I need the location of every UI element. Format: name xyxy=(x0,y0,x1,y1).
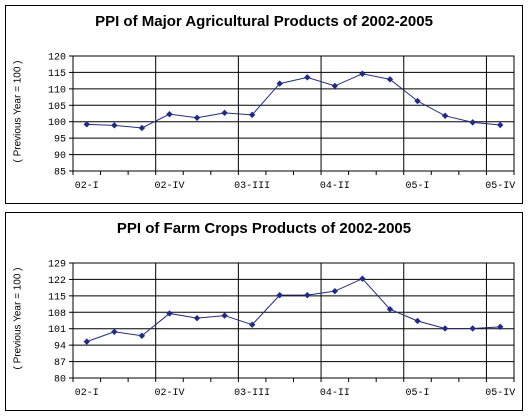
chart-title: PPI of Farm Crops Products of 2002-2005 xyxy=(116,220,412,237)
data-point xyxy=(166,310,173,317)
y-tick-label: 80 xyxy=(54,375,66,386)
data-point xyxy=(221,109,228,117)
chart-title: PPI of Major Agricultural Products of 20… xyxy=(95,13,433,30)
data-point xyxy=(276,80,283,87)
chart-panel-major-agricultural: PPI of Major Agricultural Products of 20… xyxy=(5,5,523,204)
y-tick-label: 110 xyxy=(48,85,66,96)
data-point xyxy=(83,121,90,128)
data-point xyxy=(138,124,146,132)
data-point xyxy=(497,121,504,129)
y-tick-label: 101 xyxy=(48,325,66,336)
y-tick-label: 94 xyxy=(54,342,66,353)
data-point xyxy=(414,317,421,325)
data-point xyxy=(276,291,283,299)
x-tick-label: 05-I xyxy=(406,388,430,399)
data-point xyxy=(441,112,449,119)
data-point xyxy=(386,306,394,313)
data-point xyxy=(248,321,256,328)
data-point xyxy=(111,122,118,129)
data-point xyxy=(193,314,201,322)
data-point xyxy=(441,325,449,332)
data-point xyxy=(469,325,476,332)
y-tick-label: 95 xyxy=(54,135,66,146)
plot-area xyxy=(72,55,515,172)
y-tick-label: 87 xyxy=(54,358,66,369)
data-point xyxy=(497,323,504,331)
chart-panel-farm-crops: PPI of Farm Crops Products of 2002-2005 … xyxy=(5,212,523,411)
y-tick-label: 129 xyxy=(48,260,66,271)
data-point xyxy=(331,82,339,90)
data-point xyxy=(138,332,146,339)
series-line xyxy=(86,73,501,129)
x-tick-label: 02-IV xyxy=(154,388,184,399)
y-tick-label: 90 xyxy=(54,151,66,162)
data-point xyxy=(166,110,173,118)
data-point xyxy=(221,312,228,319)
y-tick-label: 115 xyxy=(48,69,66,80)
data-point xyxy=(83,338,90,345)
data-point xyxy=(193,114,201,121)
data-point xyxy=(111,328,118,335)
y-tick-label: 85 xyxy=(54,168,66,179)
x-tick-label: 02-I xyxy=(75,388,99,399)
line-chart-farm-crops: 80 87 94 101 108 115 122 129 02-I 02-IV 03-III 04-I… xyxy=(48,260,515,400)
line-chart-major-agricultural: 85 90 95 100 105 110 115 120 02-I 02-IV 03-III 04-I… xyxy=(48,53,515,193)
data-point xyxy=(469,119,476,126)
data-point xyxy=(386,76,394,83)
data-point xyxy=(248,111,256,119)
y-tick-label: 100 xyxy=(48,118,66,129)
x-tick-label: 04-II xyxy=(320,388,350,399)
data-point xyxy=(359,70,366,77)
plot-area xyxy=(72,262,515,379)
y-tick-label: 108 xyxy=(48,309,66,320)
x-tick-label: 02-I xyxy=(75,181,99,192)
x-tick-label: 05-IV xyxy=(485,388,515,399)
y-tick-label: 122 xyxy=(48,276,66,287)
x-tick-label: 02-IV xyxy=(154,181,184,192)
y-tick-label: 105 xyxy=(48,102,66,113)
data-point xyxy=(304,74,311,81)
data-point xyxy=(304,291,311,299)
data-point xyxy=(414,97,421,105)
x-tick-label: 03-III xyxy=(234,388,270,399)
y-tick-label: 115 xyxy=(48,292,66,303)
data-point xyxy=(331,287,339,295)
x-tick-label: 05-IV xyxy=(485,181,515,192)
x-tick-label: 05-I xyxy=(406,181,430,192)
y-tick-label: 120 xyxy=(48,53,66,64)
x-tick-label: 03-III xyxy=(234,181,270,192)
series-line xyxy=(86,278,501,343)
x-tick-label: 04-II xyxy=(320,181,350,192)
data-point xyxy=(359,275,366,282)
